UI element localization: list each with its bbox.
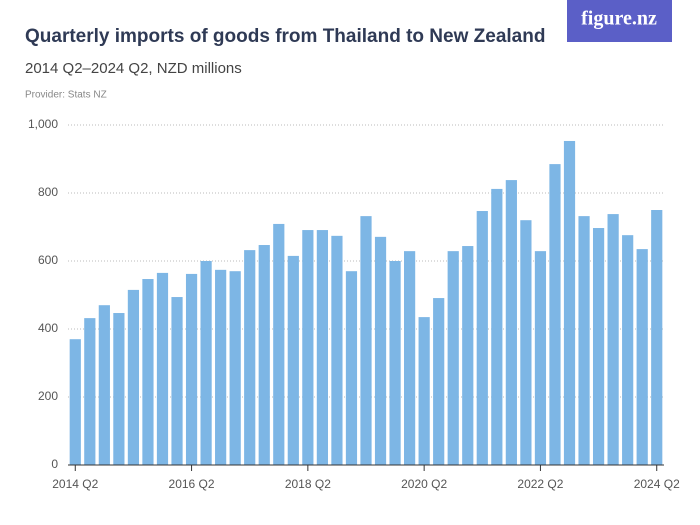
chart-title: Quarterly imports of goods from Thailand… [25,26,545,47]
bar [142,279,154,465]
bar [229,271,241,465]
y-tick-label: 0 [51,457,58,471]
bar [622,235,634,465]
chart-subtitle: 2014 Q2–2024 Q2, NZD millions [25,60,242,77]
bar [200,261,212,465]
bar [651,210,663,465]
bar [462,246,474,465]
bar [563,140,576,466]
bar [418,317,430,465]
bar [636,249,648,465]
bar [273,223,285,465]
x-tick-label: 2014 Q2 [52,477,98,491]
bar [258,245,270,465]
x-tick-label: 2024 Q2 [634,477,680,491]
x-tick-label: 2020 Q2 [401,477,447,491]
bar [215,269,227,465]
bar [578,216,590,465]
logo-box[interactable] [567,0,672,42]
bar [302,230,314,465]
bar [156,272,169,465]
bar [244,250,256,465]
bar [360,216,372,465]
bar [113,313,125,465]
bar [592,228,605,465]
bar [505,180,517,465]
bar [127,289,140,465]
bar [534,251,547,465]
bar [447,251,459,465]
bar [404,251,416,465]
bar [491,188,503,466]
bar [374,236,387,465]
bar [520,220,532,465]
y-tick-label: 600 [38,253,58,267]
bar [69,339,81,465]
x-tick-label: 2018 Q2 [285,477,331,491]
provider: Provider: Stats NZ [25,90,107,101]
bar [316,230,328,465]
bar [84,318,96,465]
x-tick-label: 2022 Q2 [517,477,563,491]
bar [185,273,198,465]
bar [171,297,183,465]
bar [433,298,445,465]
bar [98,305,110,465]
logo[interactable]: figure.nz [581,8,657,30]
bar [607,214,619,465]
y-tick-label: 200 [38,389,58,403]
bar [345,271,358,465]
x-tick-label: 2016 Q2 [169,477,215,491]
y-tick-label: 1,000 [28,117,58,131]
y-tick-label: 800 [38,185,58,199]
bar [287,255,299,465]
bar [549,164,561,465]
y-tick-label: 400 [38,321,58,335]
bar [331,235,343,465]
bar [389,261,401,465]
bar [476,211,488,465]
